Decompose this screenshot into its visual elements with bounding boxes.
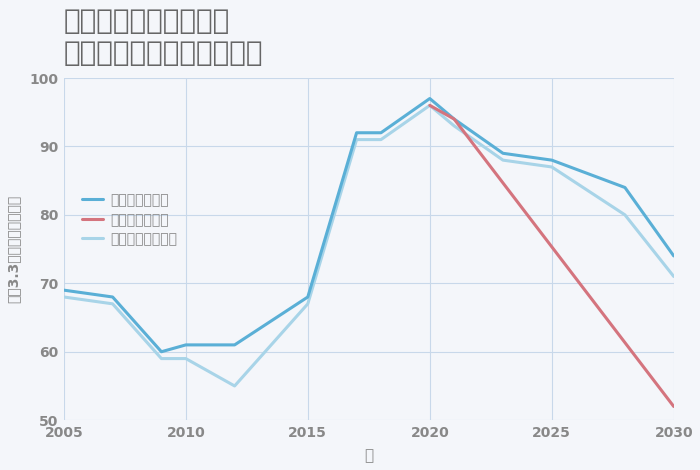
Text: 千葉県成田市水の上の
中古マンションの価格推移: 千葉県成田市水の上の 中古マンションの価格推移 [64,7,263,67]
Y-axis label: 平（3.3㎡）単価（万円）: 平（3.3㎡）単価（万円） [7,195,21,303]
X-axis label: 年: 年 [364,448,373,463]
Legend: グッドシナリオ, バッドシナリオ, ノーマルシナリオ: グッドシナリオ, バッドシナリオ, ノーマルシナリオ [77,188,183,252]
